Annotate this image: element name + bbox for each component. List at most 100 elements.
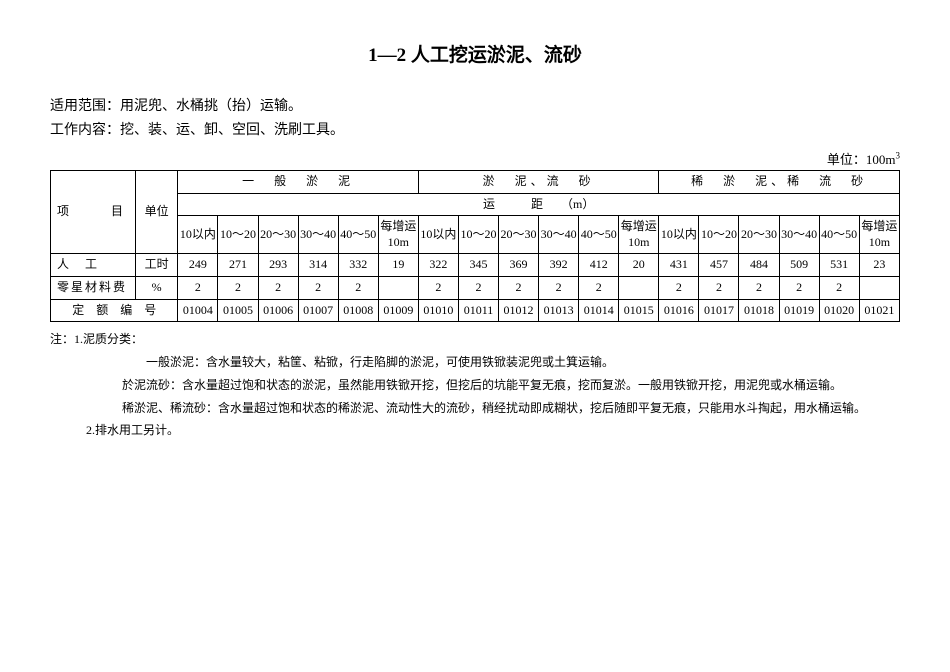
dist-col: 30～40 [298,216,338,254]
code-cell: 01020 [819,299,859,322]
header-row-1: 项 目 单位 一 般 淤 泥 淤 泥、流 砂 稀 淤 泥、稀 流 砂 [51,171,900,194]
cell: 271 [218,254,258,277]
code-cell: 01016 [659,299,699,322]
dist-col: 40～50 [819,216,859,254]
table-row: 零星材料费 % 2 2 2 2 2 2 2 2 2 2 2 2 2 2 2 [51,276,900,299]
cell: 2 [458,276,498,299]
note-1: 注：1.泥质分类： [50,328,900,351]
note-2: 一般淤泥：含水量较大，粘筐、粘锨，行走陷脚的淤泥，可使用铁锨装泥兜或土箕运输。 [50,351,900,374]
code-cell: 01011 [458,299,498,322]
dist-col: 20～30 [499,216,539,254]
cell: 412 [579,254,619,277]
cell: 2 [739,276,779,299]
code-cell: 01018 [739,299,779,322]
code-cell: 01005 [218,299,258,322]
dist-col: 40～50 [338,216,378,254]
code-cell: 01010 [418,299,458,322]
code-cell: 01007 [298,299,338,322]
note-5: 2.排水用工另计。 [50,419,900,442]
dist-col: 10以内 [418,216,458,254]
dist-col: 40～50 [579,216,619,254]
group-3: 稀 淤 泥、稀 流 砂 [659,171,900,194]
cell: 2 [819,276,859,299]
cell: 369 [499,254,539,277]
unit-line: 单位：100m3 [50,149,900,168]
cell: 392 [539,254,579,277]
cell: 314 [298,254,338,277]
cell: 2 [258,276,298,299]
col-unit: 单位 [135,171,177,254]
header-row-3: 10以内 10～20 20～30 30～40 40～50 每增运10m 10以内… [51,216,900,254]
cell: 2 [539,276,579,299]
cell: 332 [338,254,378,277]
cell: 20 [619,254,659,277]
distance-label: 运 距 （m） [178,193,900,216]
cell: 322 [418,254,458,277]
dist-col: 20～30 [258,216,298,254]
cell: 23 [859,254,899,277]
cell: 2 [779,276,819,299]
cell: 2 [579,276,619,299]
dist-col: 每增运10m [378,216,418,254]
cell [619,276,659,299]
col-item: 项 目 [51,171,136,254]
dist-col: 每增运10m [619,216,659,254]
group-1: 一 般 淤 泥 [178,171,418,194]
unit-sup: 3 [896,151,901,161]
scope-text: 用泥兜、水桶挑（抬）运输。 [120,99,302,114]
cell: 2 [178,276,218,299]
dist-col: 10以内 [178,216,218,254]
row-name: 人 工 [51,254,136,277]
header-row-2: 运 距 （m） [51,193,900,216]
code-cell: 01009 [378,299,418,322]
row-unit: % [135,276,177,299]
cell: 457 [699,254,739,277]
notes: 注：1.泥质分类： 一般淤泥：含水量较大，粘筐、粘锨，行走陷脚的淤泥，可使用铁锨… [50,328,900,442]
code-cell: 01021 [859,299,899,322]
cell [378,276,418,299]
code-cell: 01015 [619,299,659,322]
page-title: 1—2 人工挖运淤泥、流砂 [50,40,900,67]
code-cell: 01017 [699,299,739,322]
note-3: 於泥流砂：含水量超过饱和状态的淤泥，虽然能用铁锨开挖，但挖后的坑能平复无痕，挖而… [50,374,900,397]
code-cell: 01019 [779,299,819,322]
cell: 2 [218,276,258,299]
code-cell: 01004 [178,299,218,322]
row-name: 零星材料费 [51,276,136,299]
cell: 509 [779,254,819,277]
dist-col: 20～30 [739,216,779,254]
work-label: 工作内容： [50,123,120,138]
dist-col: 10～20 [458,216,498,254]
code-cell: 01006 [258,299,298,322]
cell: 531 [819,254,859,277]
dist-col: 10以内 [659,216,699,254]
table-row: 人 工 工时 249 271 293 314 332 19 322 345 36… [51,254,900,277]
cell: 2 [499,276,539,299]
code-cell: 01013 [539,299,579,322]
cell: 2 [298,276,338,299]
cell: 2 [338,276,378,299]
cell: 484 [739,254,779,277]
scope-line: 适用范围：用泥兜、水桶挑（抬）运输。 [50,95,900,115]
code-cell: 01014 [579,299,619,322]
unit-label: 单位：100m [827,152,896,167]
note-4: 稀淤泥、稀流砂：含水量超过饱和状态的稀淤泥、流动性大的流砂，稍经扰动即成糊状，挖… [50,397,900,420]
scope-label: 适用范围： [50,99,120,114]
row-unit: 工时 [135,254,177,277]
dist-col: 每增运10m [859,216,899,254]
cell: 2 [659,276,699,299]
group-2: 淤 泥、流 砂 [418,171,658,194]
main-table: 项 目 单位 一 般 淤 泥 淤 泥、流 砂 稀 淤 泥、稀 流 砂 运 距 （… [50,170,900,322]
dist-col: 10～20 [699,216,739,254]
cell: 345 [458,254,498,277]
dist-col: 30～40 [779,216,819,254]
cell [859,276,899,299]
cell: 249 [178,254,218,277]
work-text: 挖、装、运、卸、空回、洗刷工具。 [120,123,344,138]
code-cell: 01008 [338,299,378,322]
work-line: 工作内容：挖、装、运、卸、空回、洗刷工具。 [50,119,900,139]
cell: 2 [418,276,458,299]
code-label: 定 额 编 号 [51,299,178,322]
dist-col: 10～20 [218,216,258,254]
code-cell: 01012 [499,299,539,322]
